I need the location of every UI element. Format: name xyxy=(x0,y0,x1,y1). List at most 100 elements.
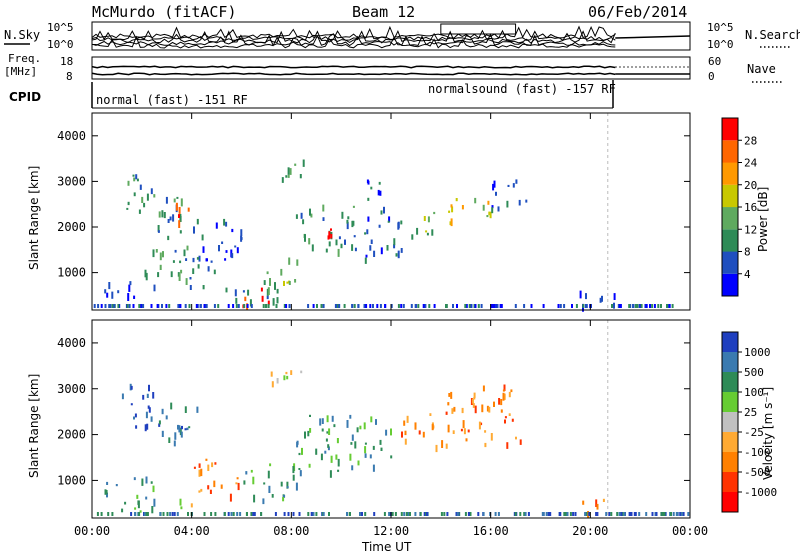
heatmap-cell xyxy=(670,512,672,516)
heatmap-cell xyxy=(588,512,591,516)
heatmap-cell xyxy=(490,433,493,441)
heatmap-cell xyxy=(491,304,494,308)
heatmap-cell xyxy=(379,304,382,308)
heatmap-cell xyxy=(482,512,485,516)
heatmap-cell xyxy=(640,304,643,308)
range-tick-label: 3000 xyxy=(57,382,86,396)
noise-box xyxy=(440,23,517,35)
heatmap-cell xyxy=(417,304,420,308)
heatmap-cell xyxy=(205,258,208,262)
heatmap-cell xyxy=(285,371,288,375)
heatmap-cell xyxy=(634,304,637,308)
heatmap-cell xyxy=(330,228,332,231)
heatmap-cell xyxy=(452,304,454,308)
time-tick-label: 16:00 xyxy=(473,524,509,538)
heatmap-cell xyxy=(133,192,136,197)
heatmap-cell xyxy=(180,431,183,438)
noise-traces xyxy=(91,23,691,49)
heatmap-cell xyxy=(162,512,165,516)
heatmap-cell xyxy=(390,455,393,459)
velocity-colorbar-label: Velocity [m s⁻¹] xyxy=(761,387,775,480)
heatmap-cell xyxy=(135,425,138,429)
heatmap-cell xyxy=(111,291,114,299)
heatmap-cell xyxy=(488,211,491,216)
heatmap-cell xyxy=(632,304,635,308)
heatmap-cell xyxy=(338,236,341,240)
heatmap-cell xyxy=(369,454,372,459)
heatmap-cell xyxy=(471,398,474,404)
heatmap-cell xyxy=(326,431,329,434)
range-tick-label: 4000 xyxy=(57,336,86,350)
heatmap-cell xyxy=(445,304,448,308)
heatmap-cell xyxy=(130,512,133,516)
heatmap-cell xyxy=(170,402,173,410)
heatmap-cell xyxy=(585,293,587,300)
heatmap-cell xyxy=(431,229,434,236)
heatmap-cell xyxy=(346,221,349,230)
heatmap-cell xyxy=(281,177,284,183)
heatmap-cell xyxy=(369,304,372,308)
heatmap-cell xyxy=(400,304,403,308)
heatmap-cell xyxy=(274,512,277,516)
colorbar-segment xyxy=(722,273,738,297)
heatmap-cell xyxy=(365,304,368,308)
heatmap-cell xyxy=(223,218,226,226)
heatmap-cell xyxy=(346,420,349,428)
heatmap-cell xyxy=(329,470,332,478)
colorbar-segment xyxy=(722,229,738,252)
heatmap-cell xyxy=(335,304,337,308)
colorbar-segment xyxy=(722,392,738,412)
heatmap-cell xyxy=(232,304,235,308)
colorbar-tick-label: 1000 xyxy=(744,346,771,359)
heatmap-cell xyxy=(205,304,208,308)
heatmap-cell xyxy=(663,512,666,516)
heatmap-cell xyxy=(197,264,200,269)
heatmap-cell xyxy=(300,212,303,219)
heatmap-cell xyxy=(308,463,311,468)
heatmap-cell xyxy=(138,209,141,214)
heatmap-cell xyxy=(636,304,639,308)
heatmap-cell xyxy=(288,304,291,308)
heatmap-cell xyxy=(441,440,444,448)
heatmap-cell xyxy=(393,244,396,249)
colorbar-tick-label: 100 xyxy=(744,386,764,399)
colorbar-tick-label: 8 xyxy=(744,246,751,259)
heatmap-cell xyxy=(322,217,325,221)
heatmap-cell xyxy=(286,486,289,489)
heatmap-cell xyxy=(322,304,325,308)
heatmap-cell xyxy=(341,211,344,219)
heatmap-cell xyxy=(165,415,168,420)
heatmap-cell xyxy=(309,208,311,216)
colorbar-segment xyxy=(722,472,738,492)
heatmap-cell xyxy=(148,384,150,392)
heatmap-cell xyxy=(147,405,150,409)
heatmap-cell xyxy=(515,179,518,184)
heatmap-cell xyxy=(104,304,107,308)
heatmap-cell xyxy=(403,420,406,426)
heatmap-cell xyxy=(489,211,492,219)
heatmap-cell xyxy=(503,393,506,400)
heatmap-cell xyxy=(269,278,271,286)
heatmap-cell xyxy=(411,234,414,240)
heatmap-cell xyxy=(679,512,682,516)
heatmap-cell xyxy=(456,304,458,308)
beam-label: Beam 12 xyxy=(352,3,415,21)
heatmap-cell xyxy=(106,481,109,485)
colorbar-segment xyxy=(722,412,738,432)
heatmap-cell xyxy=(370,239,373,244)
heatmap-cell xyxy=(414,512,417,516)
heatmap-cell xyxy=(136,178,139,182)
heatmap-cell xyxy=(668,304,671,308)
heatmap-cell xyxy=(359,512,361,516)
heatmap-cell xyxy=(144,424,147,432)
time-tick-label: 20:00 xyxy=(572,524,608,538)
heatmap-cell xyxy=(500,409,503,413)
colorbar-tick-label: 25 xyxy=(744,406,757,419)
heatmap-cell xyxy=(493,304,496,308)
heatmap-cell xyxy=(451,206,454,213)
heatmap-cell xyxy=(267,300,270,305)
heatmap-cell xyxy=(349,453,352,461)
heatmap-cell xyxy=(166,512,169,516)
heatmap-cell xyxy=(599,297,602,303)
